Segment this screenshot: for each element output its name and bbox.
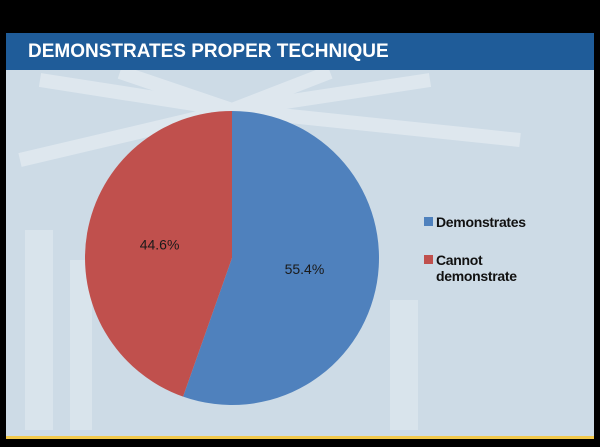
- legend-label: Cannot demonstrate: [436, 252, 546, 284]
- legend-item: Demonstrates: [424, 214, 574, 230]
- data-label: 55.4%: [285, 261, 325, 277]
- legend-swatch: [424, 217, 433, 226]
- legend-label: Demonstrates: [436, 214, 546, 230]
- legend-item: Cannot demonstrate: [424, 252, 574, 284]
- chart-title: DEMONSTRATES PROPER TECHNIQUE: [28, 41, 389, 62]
- data-label: 44.6%: [140, 236, 180, 252]
- pie: 55.4% 44.6%: [85, 111, 379, 405]
- legend-swatch: [424, 255, 433, 264]
- footer-line: [6, 436, 594, 439]
- slide: DEMONSTRATES PROPER TECHNIQUE 55.4% 44.6%…: [0, 0, 600, 447]
- legend: Demonstrates Cannot demonstrate: [424, 214, 574, 306]
